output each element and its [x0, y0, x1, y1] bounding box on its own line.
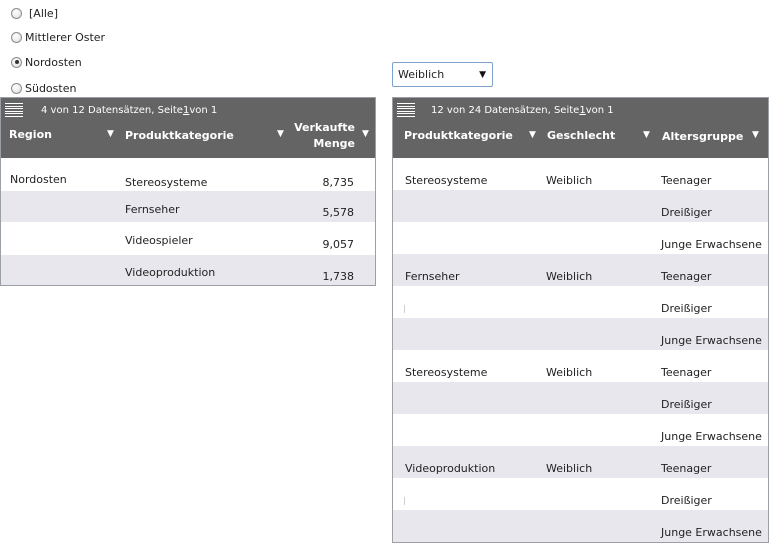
- cell-age-group: Teenager: [661, 270, 712, 283]
- gender-dropdown-value: Weiblich: [398, 68, 445, 81]
- sort-arrow-icon[interactable]: ▼: [643, 130, 650, 140]
- cell-age-group: Junge Erwachsene: [661, 430, 762, 443]
- table-row: Videospieler 9,057: [1, 222, 375, 255]
- column-header-region-label: Region: [9, 128, 52, 141]
- table-row: Junge Erwachsene: [393, 414, 768, 446]
- radio-option-alle[interactable]: [Alle]: [11, 5, 58, 21]
- cell-quantity: 1,738: [322, 270, 355, 283]
- cell-quantity: 8,735: [322, 176, 355, 189]
- radio-button-mittlerer-oster[interactable]: [11, 31, 22, 43]
- table-row: Nordosten Stereosysteme 8,735: [1, 158, 375, 191]
- table2-pager-suffix: von 1: [585, 104, 614, 116]
- cell-product-category: Stereosysteme: [405, 174, 488, 187]
- radio-option-nordosten[interactable]: Nordosten: [11, 54, 82, 70]
- column-header-product-category[interactable]: Produktkategorie ▼: [121, 98, 293, 158]
- cell-age-group: Dreißiger: [661, 494, 712, 507]
- cell-age-group: Junge Erwachsene: [661, 334, 762, 347]
- radio-label-mittlerer-oster: Mittlerer Oster: [25, 30, 106, 44]
- table1-pager: 4 von 12 Datensätzen, Seite 1 von 1: [5, 103, 217, 117]
- radio-option-mittlerer-oster[interactable]: Mittlerer Oster: [11, 29, 105, 45]
- cell-region: Nordosten: [10, 173, 67, 186]
- sort-arrow-icon[interactable]: ▼: [752, 130, 759, 140]
- cell-age-group: Dreißiger: [661, 302, 712, 315]
- cell-product-category: Fernseher: [125, 203, 180, 216]
- column-header-product-category-label: Produktkategorie: [125, 129, 234, 142]
- table2-pager-prefix: 12 von 24 Datensätzen, Seite: [431, 104, 580, 116]
- cell-quantity: 9,057: [322, 238, 355, 251]
- table-row: Stereosysteme Weiblich Teenager: [393, 350, 768, 382]
- gender-dropdown[interactable]: Weiblich ▼: [392, 62, 493, 87]
- column-header-quantity-line2: Menge: [313, 137, 355, 150]
- cell-product-category: Videoproduktion: [125, 266, 216, 279]
- sort-arrow-icon[interactable]: ▼: [277, 129, 284, 139]
- table2-pager: 12 von 24 Datensätzen, Seite 1 von 1: [397, 103, 614, 117]
- column-header-gender-label: Geschlecht: [547, 129, 616, 142]
- cell-age-group: Teenager: [661, 462, 712, 475]
- table-row: Dreißiger: [393, 478, 768, 510]
- row-marker: [404, 497, 405, 505]
- table-row: Videoproduktion 1,738: [1, 255, 375, 285]
- table-row: Junge Erwachsene: [393, 318, 768, 350]
- cell-product-category: Stereosysteme: [405, 366, 488, 379]
- column-header-age-group-label: Altersgruppe: [662, 130, 744, 143]
- radio-label-nordosten: Nordosten: [25, 55, 82, 69]
- sales-by-region-table: 4 von 12 Datensätzen, Seite 1 von 1 Regi…: [0, 97, 376, 286]
- cell-gender: Weiblich: [546, 174, 593, 187]
- column-header-region[interactable]: Region ▼: [1, 98, 121, 158]
- cell-age-group: Teenager: [661, 366, 712, 379]
- cell-product-category: Videoproduktion: [405, 462, 496, 475]
- table-menu-icon[interactable]: [397, 103, 415, 117]
- cell-age-group: Junge Erwachsene: [661, 238, 762, 251]
- table-row: Junge Erwachsene: [393, 222, 768, 254]
- sort-arrow-icon[interactable]: ▼: [107, 129, 114, 139]
- table-row: Dreißiger: [393, 382, 768, 414]
- column-header-quantity[interactable]: Verkaufte Menge ▼: [293, 98, 375, 158]
- table2-header: 12 von 24 Datensätzen, Seite 1 von 1 Pro…: [393, 98, 768, 158]
- column-header-quantity-label: Verkaufte Menge: [294, 120, 355, 152]
- cell-age-group: Teenager: [661, 174, 712, 187]
- radio-button-alle[interactable]: [11, 7, 22, 19]
- dropdown-arrow-icon: ▼: [479, 69, 486, 80]
- column-header-quantity-line1: Verkaufte: [294, 121, 355, 134]
- table-row: Dreißiger: [393, 190, 768, 222]
- cell-product-category: Videospieler: [125, 234, 193, 247]
- sort-arrow-icon[interactable]: ▼: [529, 130, 536, 140]
- radio-button-suedosten[interactable]: [11, 82, 22, 94]
- column-header-product-category-label: Produktkategorie: [404, 129, 513, 142]
- table-row: Fernseher 5,578: [1, 191, 375, 222]
- table1-header: 4 von 12 Datensätzen, Seite 1 von 1 Regi…: [1, 98, 375, 158]
- column-header-product-category[interactable]: Produktkategorie ▼: [393, 98, 543, 158]
- table1-pager-page-link[interactable]: 1: [182, 104, 190, 116]
- cell-gender: Weiblich: [546, 270, 593, 283]
- column-header-age-group[interactable]: Altersgruppe ▼: [658, 98, 768, 158]
- cell-quantity: 5,578: [322, 206, 355, 219]
- radio-button-nordosten[interactable]: [11, 56, 22, 68]
- cell-age-group: Dreißiger: [661, 398, 712, 411]
- sales-by-gender-age-table: 12 von 24 Datensätzen, Seite 1 von 1 Pro…: [392, 97, 769, 543]
- sort-arrow-icon[interactable]: ▼: [362, 129, 369, 139]
- table2-pager-page-link[interactable]: 1: [579, 104, 586, 116]
- table-row: Fernseher Weiblich Teenager: [393, 254, 768, 286]
- cell-product-category: Fernseher: [405, 270, 460, 283]
- column-header-gender[interactable]: Geschlecht ▼: [543, 98, 658, 158]
- table-row: Stereosysteme Weiblich Teenager: [393, 158, 768, 190]
- table-menu-icon[interactable]: [5, 103, 23, 117]
- table-row: Junge Erwachsene: [393, 510, 768, 542]
- radio-option-suedosten[interactable]: Südosten: [11, 80, 76, 96]
- cell-gender: Weiblich: [546, 462, 593, 475]
- table1-pager-suffix: von 1: [189, 104, 218, 116]
- cell-gender: Weiblich: [546, 366, 593, 379]
- cell-product-category: Stereosysteme: [125, 176, 208, 189]
- row-marker: [404, 305, 405, 313]
- table-row: Videoproduktion Weiblich Teenager: [393, 446, 768, 478]
- radio-label-suedosten: Südosten: [25, 81, 77, 95]
- table-row: Dreißiger: [393, 286, 768, 318]
- cell-age-group: Junge Erwachsene: [661, 526, 762, 539]
- table1-pager-prefix: 4 von 12 Datensätzen, Seite: [41, 104, 183, 116]
- radio-label-alle: [Alle]: [29, 6, 58, 20]
- cell-age-group: Dreißiger: [661, 206, 712, 219]
